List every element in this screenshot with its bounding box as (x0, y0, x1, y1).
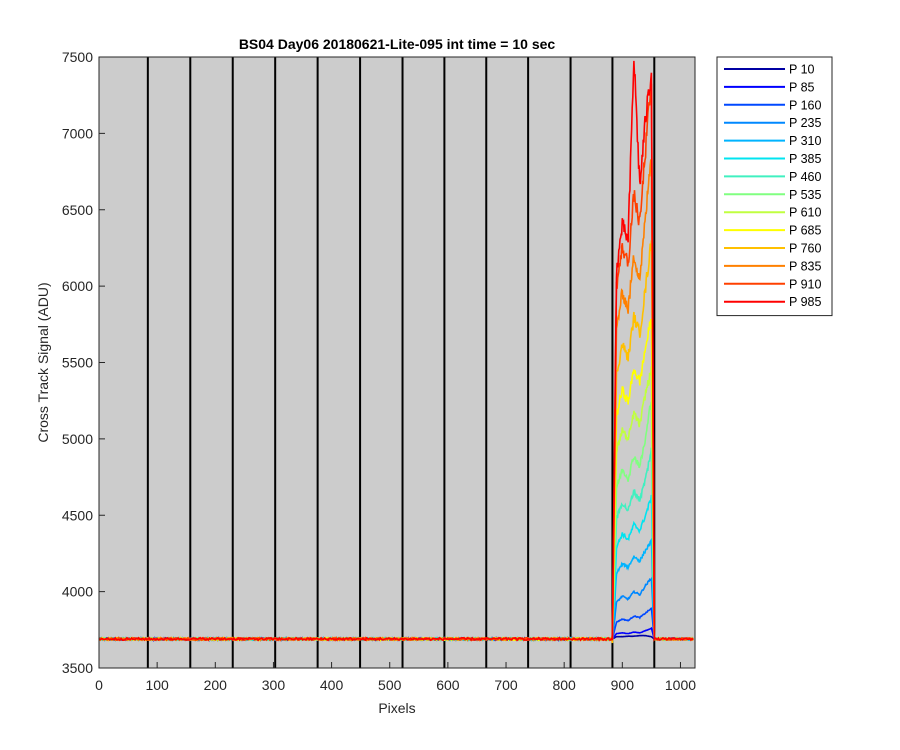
legend-label: P 385 (789, 152, 821, 166)
x-tick-label: 600 (436, 677, 460, 693)
x-tick-label: 300 (262, 677, 286, 693)
legend-label: P 85 (789, 80, 815, 94)
legend-label: P 235 (789, 116, 821, 130)
x-tick-label: 700 (494, 677, 518, 693)
legend: P 10 P 85 P 160 P 235 P 310 P 385 P 460 P 535 P … (716, 56, 833, 317)
legend-label: P 985 (789, 295, 821, 309)
legend-label: P 10 (789, 63, 815, 77)
y-tick-label: 6000 (62, 278, 93, 294)
x-tick-label: 0 (95, 677, 103, 693)
y-tick-label: 4500 (62, 507, 93, 523)
y-axis-label: Cross Track Signal (ADU) (35, 282, 51, 442)
y-tick-label: 6500 (62, 202, 93, 218)
x-tick-label: 200 (204, 677, 228, 693)
legend-label: P 685 (789, 224, 821, 238)
legend-label: P 460 (789, 170, 821, 184)
legend-box (716, 56, 833, 317)
x-tick-label: 900 (611, 677, 635, 693)
legend-label: P 535 (789, 188, 821, 202)
x-tick-label: 800 (552, 677, 576, 693)
y-tick-label: 7500 (62, 49, 93, 65)
series-layer (98, 60, 694, 644)
legend-label: P 760 (789, 242, 821, 256)
y-tick-label: 4000 (62, 584, 93, 600)
legend-label: P 610 (789, 206, 821, 220)
x-tick-label: 400 (320, 677, 344, 693)
legend-label: P 835 (789, 259, 821, 273)
legend-label: P 310 (789, 134, 821, 148)
x-tick-label: 100 (145, 677, 169, 693)
y-tick-label: 7000 (62, 125, 93, 141)
x-axis-label: Pixels (378, 700, 415, 716)
x-axis: 0 100 200 300 400 500 600 700 800 900 1000 (95, 662, 696, 693)
y-tick-label: 5000 (62, 431, 93, 447)
legend-label: P 160 (789, 98, 821, 112)
y-tick-label: 3500 (62, 660, 93, 676)
plot-area (99, 57, 695, 668)
y-axis: 3500 4000 4500 5000 5500 6000 6500 7000 7500 (62, 49, 105, 676)
x-tick-label: 1000 (665, 677, 696, 693)
chart-title: BS04 Day06 20180621-Lite-095 int time = … (239, 36, 556, 52)
y-tick-label: 5500 (62, 355, 93, 371)
x-tick-label: 500 (378, 677, 402, 693)
legend-label: P 910 (789, 277, 821, 291)
series-line-p-985 (98, 60, 694, 642)
